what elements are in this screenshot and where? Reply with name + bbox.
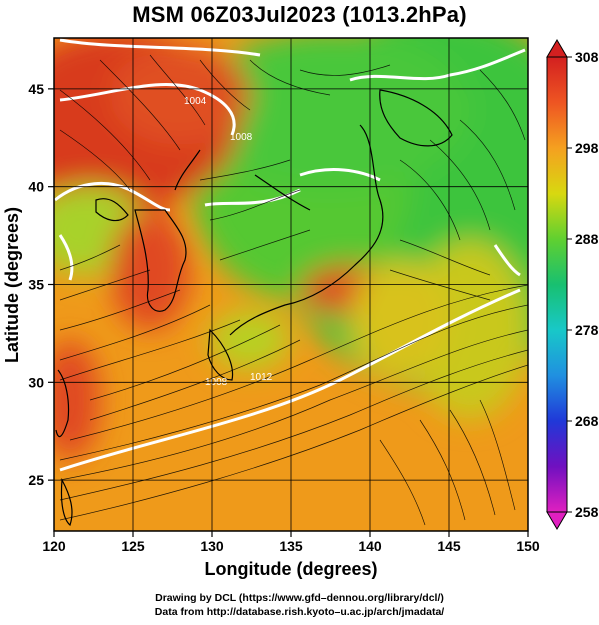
credit-data: Data from http://database.rish.kyoto–u.a… <box>154 606 445 618</box>
colorbar-tick-label: 258 <box>575 504 599 520</box>
x-tick-label: 135 <box>279 538 303 554</box>
x-tick-label: 120 <box>42 538 66 554</box>
x-axis-label: Longitude (degrees) <box>204 559 377 579</box>
y-tick-label: 25 <box>28 472 44 488</box>
temperature-field: 1004 1008 1012 1008 <box>54 38 528 531</box>
colorbar-tick-label: 308 <box>575 49 599 65</box>
y-tick-label: 30 <box>28 374 44 390</box>
credit-drawing: Drawing by DCL (https://www.gfd–dennou.o… <box>155 592 444 604</box>
x-tick-label: 125 <box>121 538 145 554</box>
isobar-lines <box>54 38 526 472</box>
wind-streamlines <box>59 54 528 526</box>
isobar-label: 1008 <box>230 132 253 143</box>
isobar-label: 1004 <box>184 96 207 107</box>
colorbar-tick-label: 278 <box>575 322 599 338</box>
x-axis-ticks: 120 125 130 135 140 145 150 <box>42 531 540 554</box>
x-tick-label: 150 <box>516 538 540 554</box>
lat-lon-grid <box>54 38 528 531</box>
map-title: MSM 06Z03Jul2023 (1013.2hPa) <box>132 2 467 27</box>
colorbar-top-arrow <box>546 39 568 58</box>
colorbar-bottom-arrow <box>546 511 568 530</box>
x-tick-label: 140 <box>358 538 382 554</box>
colorbar: 308 298 288 278 268 258 <box>546 39 599 530</box>
y-tick-label: 35 <box>28 277 44 293</box>
colorbar-tick-label: 268 <box>575 413 599 429</box>
colorbar-tick-label: 288 <box>575 231 599 247</box>
colorbar-tick-label: 298 <box>575 140 599 156</box>
credits: Drawing by DCL (https://www.gfd–dennou.o… <box>0 591 599 619</box>
colorbar-scale <box>546 56 568 513</box>
y-axis-ticks: 25 30 35 40 45 <box>28 81 54 488</box>
isobar-label: 1012 <box>250 372 273 383</box>
colorbar-ticks: 308 298 288 278 268 258 <box>567 49 599 520</box>
y-tick-label: 45 <box>28 81 44 97</box>
x-tick-label: 145 <box>437 538 461 554</box>
x-tick-label: 130 <box>200 538 224 554</box>
y-tick-label: 40 <box>28 179 44 195</box>
y-axis-label: Latitude (degrees) <box>2 207 22 363</box>
